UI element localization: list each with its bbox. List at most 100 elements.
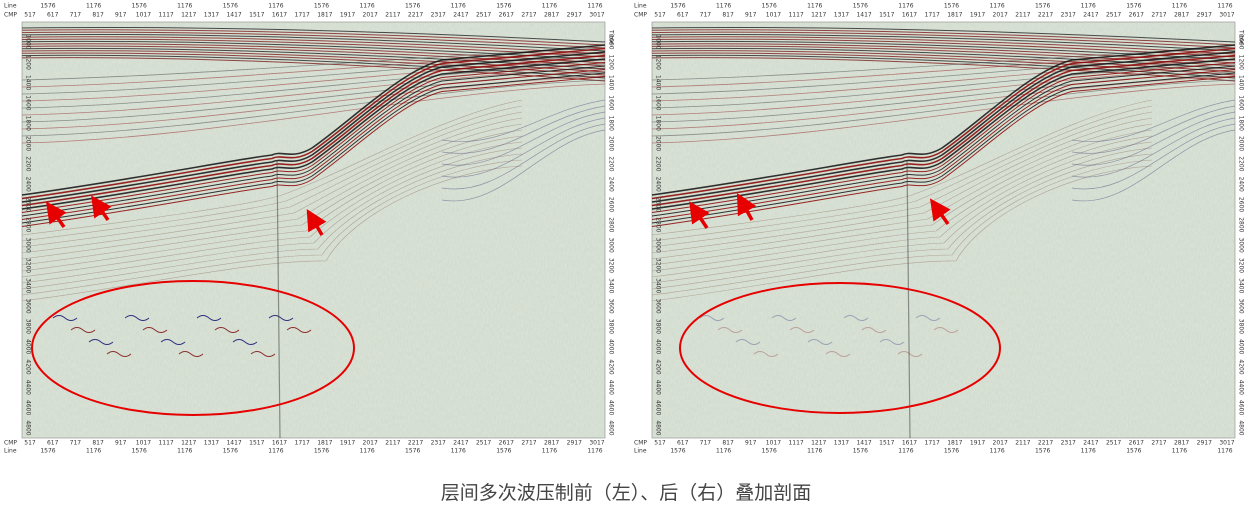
reflector: [651, 76, 1236, 227]
time-tick-label: 3200: [25, 258, 32, 273]
reflectors: [651, 27, 1236, 439]
reflector: [21, 141, 523, 278]
time-tick-label: 4400: [655, 380, 662, 395]
reflector: [21, 67, 606, 116]
cmp-tick-label: 2817: [1174, 440, 1189, 447]
time-tick-label: 3000: [1238, 238, 1245, 253]
time-tick-label: 4400: [1238, 380, 1245, 395]
time-tick-label: 2000: [608, 136, 615, 151]
reflector: [276, 159, 281, 439]
noise: [652, 22, 1235, 438]
time-tick-label: 3600: [608, 298, 615, 313]
time-tick-label: 4400: [25, 380, 32, 395]
cmp-tick-label: 1817: [947, 440, 962, 447]
reflector: [651, 62, 1236, 213]
time-tick-label: 3200: [1238, 258, 1245, 273]
reflector: [196, 315, 222, 321]
reflector: [441, 111, 606, 166]
cmp-tick-label: 2517: [476, 12, 491, 19]
time-tick-label: 4000: [655, 339, 662, 354]
panel: LineCMPCMPLineTime5175176176177177178178…: [4, 3, 615, 455]
cmp-tick-label: 617: [677, 12, 689, 19]
reflector: [21, 79, 606, 137]
cmp-tick-label: 1417: [226, 12, 241, 19]
cmp-tick-label: 2217: [408, 440, 423, 447]
time-tick-label: 3400: [608, 278, 615, 293]
line-tick-label: 1176: [1081, 3, 1096, 10]
cmp-tick-label: 617: [47, 12, 59, 19]
line-tick-label: 1576: [1035, 3, 1050, 10]
line-tick-label: 1176: [359, 448, 374, 455]
reflector: [651, 165, 1153, 302]
line-tick-label: 1176: [451, 448, 466, 455]
reflector: [21, 147, 523, 284]
time-tick-label: 2800: [655, 217, 662, 232]
reflector: [651, 105, 1153, 242]
reflector: [21, 47, 606, 70]
line-tick-label: 1176: [86, 3, 101, 10]
cmp-tick-label: 2017: [993, 12, 1008, 19]
cmp-label: CMP: [634, 12, 647, 19]
time-tick-label: 4600: [655, 400, 662, 415]
line-tick-label: 1176: [807, 448, 822, 455]
cmp-tick-label: 1917: [970, 12, 985, 19]
cmp-tick-label: 1517: [879, 12, 894, 19]
reflector: [651, 147, 1153, 284]
time-tick-label: 1600: [655, 95, 662, 110]
time-tick-label: 2600: [1238, 197, 1245, 212]
reflector: [897, 351, 923, 357]
reflector: [106, 351, 132, 357]
cmp-tick-label: 1017: [766, 440, 781, 447]
cmp-tick-label: 1317: [204, 440, 219, 447]
cmp-tick-label: 2217: [408, 12, 423, 19]
cmp-tick-label: 2517: [476, 440, 491, 447]
reflector: [651, 52, 1236, 76]
reflector: [70, 327, 96, 333]
cmp-tick-label: 1417: [856, 12, 871, 19]
time-tick-label: 3600: [1238, 298, 1245, 313]
time-tick-label: 3600: [655, 298, 662, 313]
reflector: [651, 47, 1236, 200]
cmp-tick-label: 1717: [925, 440, 940, 447]
cmp-label: CMP: [634, 440, 647, 447]
reflector: [651, 83, 1236, 144]
cmp-tick-label: 2517: [1106, 12, 1121, 19]
line-tick-label: 1576: [762, 3, 777, 10]
time-tick-label: 1400: [655, 75, 662, 90]
cmp-tick-label: 3017: [1219, 440, 1234, 447]
cmp-tick-label: 517: [24, 12, 36, 19]
cmp-tick-label: 2517: [1106, 440, 1121, 447]
cmp-tick-label: 2417: [1083, 440, 1098, 447]
reflector: [789, 327, 815, 333]
time-tick-label: 4200: [608, 359, 615, 374]
cmp-tick-label: 517: [24, 440, 36, 447]
time-tick-label: 1400: [608, 75, 615, 90]
line-tick-label: 1176: [359, 3, 374, 10]
time-tick-label: 3000: [25, 238, 32, 253]
time-tick-label: 1800: [655, 116, 662, 131]
time-tick-label: 4600: [25, 400, 32, 415]
time-tick-label: 1000: [608, 34, 615, 49]
seismic-figure: LineCMPCMPLineTime5175176176177177178178…: [4, 3, 1245, 455]
cmp-tick-label: 1617: [902, 440, 917, 447]
cmp-tick-label: 1017: [136, 12, 151, 19]
cmp-tick-label: 3017: [589, 12, 604, 19]
line-tick-label: 1176: [451, 3, 466, 10]
line-tick-label: 1576: [405, 3, 420, 10]
reflector: [651, 159, 1153, 296]
line-tick-label: 1576: [1035, 448, 1050, 455]
time-tick-label: 2400: [1238, 177, 1245, 192]
time-tick-label: 1200: [655, 55, 662, 70]
reflector: [651, 135, 1153, 272]
time-tick-label: 3200: [608, 258, 615, 273]
cmp-tick-label: 1817: [317, 440, 332, 447]
cmp-tick-label: 2217: [1038, 12, 1053, 19]
time-tick-label: 4800: [25, 420, 32, 435]
line-tick-label: 1176: [989, 448, 1004, 455]
time-tick-label: 3600: [25, 298, 32, 313]
line-tick-label: 1176: [989, 3, 1004, 10]
cmp-tick-label: 2817: [544, 12, 559, 19]
cmp-tick-label: 1217: [811, 12, 826, 19]
reflector: [232, 339, 258, 345]
line-tick-label: 1576: [40, 448, 55, 455]
